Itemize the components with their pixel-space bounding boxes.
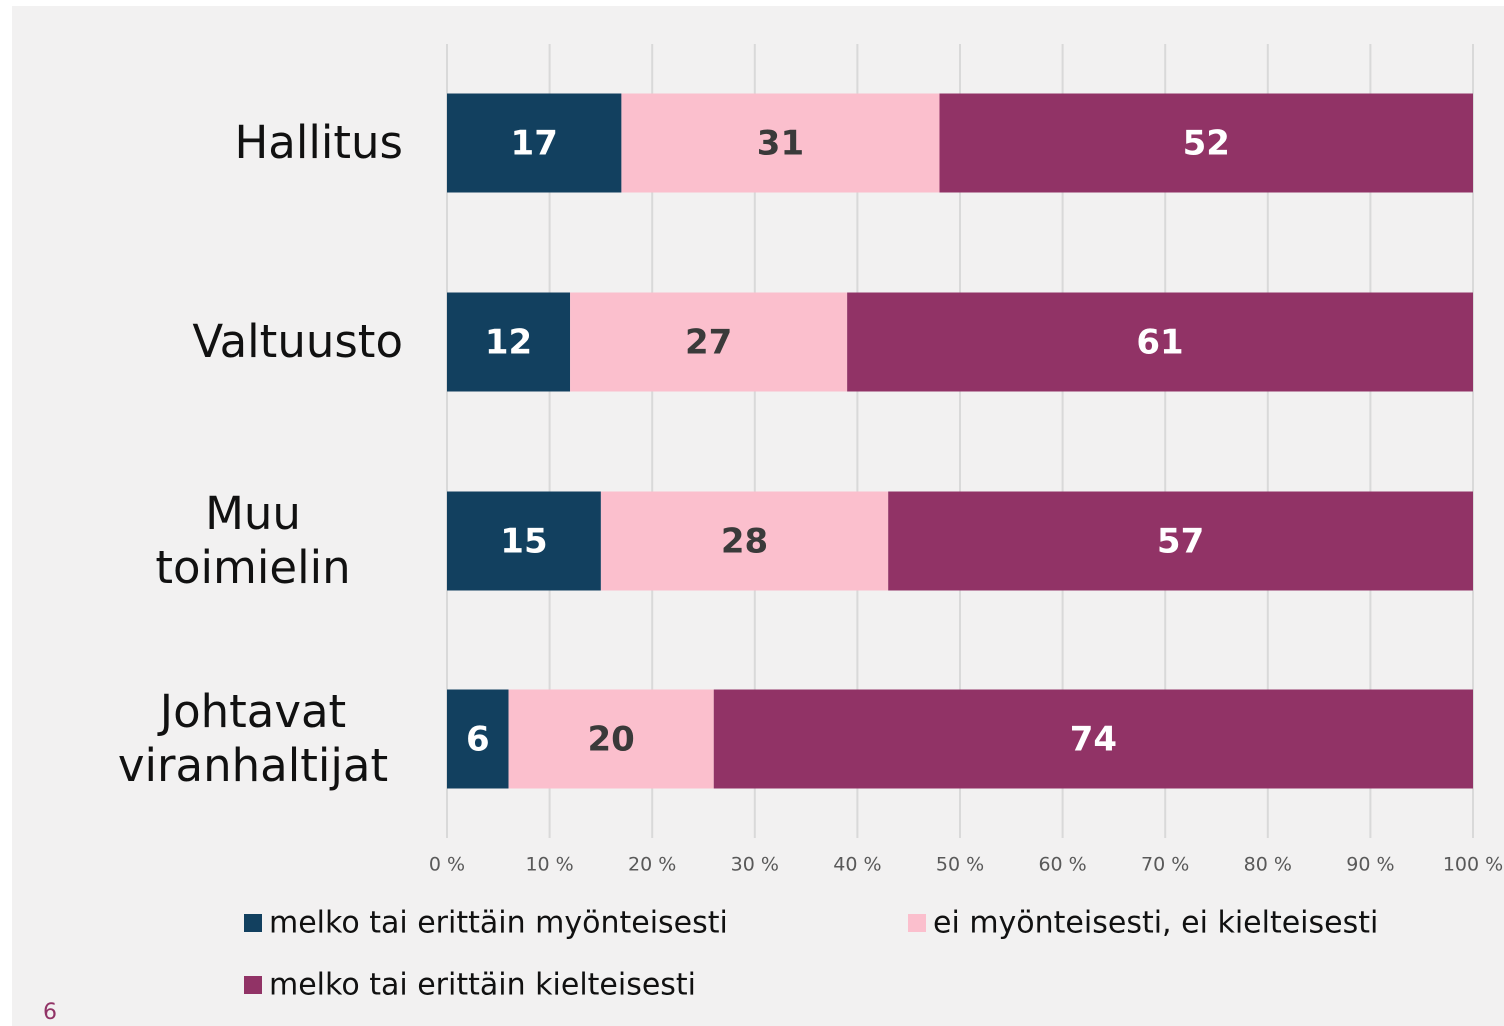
bar-segment [570, 292, 848, 392]
data-label: 61 [1136, 323, 1183, 363]
bar-segment [447, 292, 571, 392]
bar-segment [447, 491, 601, 591]
legend-marker [908, 914, 926, 932]
data-label: 31 [757, 124, 804, 164]
x-tick-label: 0 % [429, 854, 465, 876]
legend-label: melko tai erittäin myönteisesti [269, 906, 728, 941]
x-tick-label: 100 % [1443, 854, 1503, 876]
x-tick-label: 60 % [1038, 854, 1086, 876]
data-label: 17 [511, 124, 558, 164]
x-tick-label: 50 % [936, 854, 984, 876]
x-tick-label: 30 % [731, 854, 779, 876]
bar-segment [600, 491, 889, 591]
y-tick-label: Hallitus [234, 116, 403, 169]
x-tick-label: 70 % [1141, 854, 1189, 876]
bar-segment [447, 93, 622, 193]
data-label: 15 [500, 522, 547, 562]
bar-segment [713, 689, 1473, 789]
bar-segment [939, 93, 1473, 193]
legend-marker [244, 914, 262, 932]
data-label: 27 [685, 323, 732, 363]
x-tick-label: 40 % [833, 854, 881, 876]
x-tick-label: 90 % [1346, 854, 1394, 876]
legend-label: ei myönteisesti, ei kielteisesti [933, 906, 1378, 941]
y-tick-label: Valtuusto [192, 315, 403, 368]
legend-marker [244, 976, 262, 994]
bar-segment [888, 491, 1473, 591]
y-tick-label: Johtavat viranhaltijat [117, 685, 389, 792]
x-tick-label: 10 % [525, 854, 573, 876]
bar-segment [508, 689, 714, 789]
data-label: 12 [485, 323, 532, 363]
bar-segment [621, 93, 940, 193]
y-tick-label: Muu toimielin [155, 487, 351, 594]
data-label: 57 [1157, 522, 1204, 562]
data-label: 20 [587, 720, 634, 760]
x-tick-label: 80 % [1244, 854, 1292, 876]
data-label: 6 [466, 720, 490, 760]
x-tick-label: 20 % [628, 854, 676, 876]
page-number: 6 [43, 1000, 57, 1025]
bar-segment [847, 292, 1473, 392]
data-label: 28 [721, 522, 768, 562]
data-label: 74 [1070, 720, 1117, 760]
data-label: 52 [1183, 124, 1230, 164]
bar-segment [447, 689, 509, 789]
legend-label: melko tai erittäin kielteisesti [269, 968, 696, 1003]
